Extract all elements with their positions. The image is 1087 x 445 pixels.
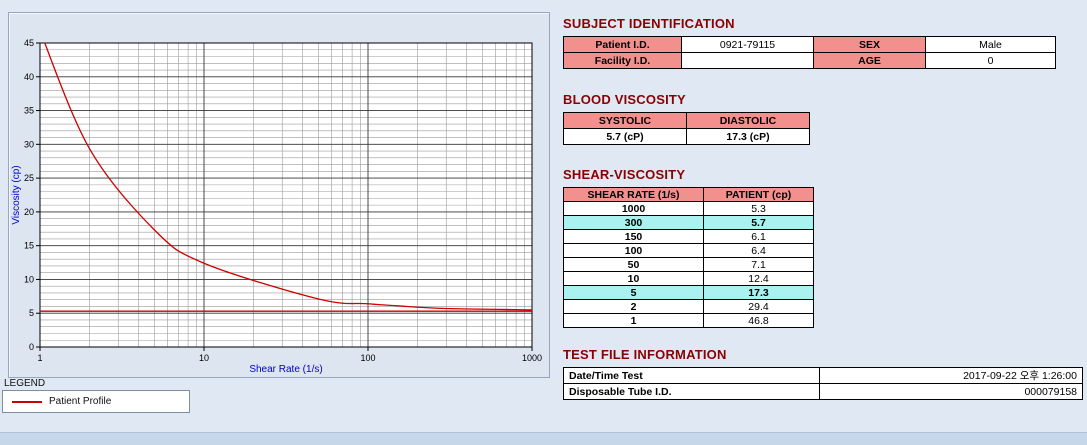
- table-header-row: SHEAR RATE (1/s) PATIENT (cp): [563, 187, 814, 202]
- table-row: Facility I.D. AGE 0: [563, 52, 1056, 69]
- shear-rate-cell: 1000: [563, 201, 704, 216]
- table-row: 2 29.4: [563, 299, 814, 314]
- shear-rate-cell: 300: [563, 215, 704, 230]
- diastolic-value: 17.3 (cP): [686, 128, 810, 145]
- shear-rate-cell: 2: [563, 299, 704, 314]
- patient-value-cell: 5.7: [703, 215, 814, 230]
- shear-rate-cell: 1: [563, 313, 704, 328]
- table-row: 100 6.4: [563, 243, 814, 258]
- svg-text:15: 15: [24, 241, 34, 251]
- patient-value-cell: 6.4: [703, 243, 814, 258]
- report-panel: SUBJECT IDENTIFICATION Patient I.D. 0921…: [563, 16, 1083, 400]
- svg-text:5: 5: [29, 308, 34, 318]
- svg-text:Viscosity (cp): Viscosity (cp): [11, 165, 22, 224]
- table-row: 5.7 (cP) 17.3 (cP): [563, 128, 810, 145]
- legend-box: Patient Profile: [2, 390, 190, 413]
- patient-value-cell: 12.4: [703, 271, 814, 286]
- table-row: SYSTOLIC DIASTOLIC: [563, 112, 810, 129]
- patient-value-cell: 5.3: [703, 201, 814, 216]
- svg-text:25: 25: [24, 173, 34, 183]
- table-row: Date/Time Test 2017-09-22 오후 1:26:00: [563, 367, 1083, 384]
- table-row: Patient I.D. 0921-79115 SEX Male: [563, 36, 1056, 53]
- patient-profile-line-sample: [12, 400, 42, 403]
- table-row: 1 46.8: [563, 313, 814, 328]
- patient-value-cell: 29.4: [703, 299, 814, 314]
- diastolic-header: DIASTOLIC: [686, 112, 810, 129]
- date-time-test-value: 2017-09-22 오후 1:26:00: [818, 367, 1083, 384]
- patient-value-cell: 7.1: [703, 257, 814, 272]
- shear-rate-header: SHEAR RATE (1/s): [563, 187, 704, 202]
- footer-bar: [0, 432, 1087, 445]
- blood-viscosity-table: SYSTOLIC DIASTOLIC 5.7 (cP) 17.3 (cP): [563, 112, 810, 145]
- svg-text:0: 0: [29, 342, 34, 352]
- subject-identification-title: SUBJECT IDENTIFICATION: [563, 16, 735, 31]
- viscosity-chart-panel: 0 5 10 15 20 25 30 35 40 45 1 10 100 1000 Shear Rate (…: [8, 12, 550, 378]
- patient-id-label: Patient I.D.: [563, 36, 682, 53]
- sex-value: Male: [925, 36, 1056, 53]
- facility-id-label: Facility I.D.: [563, 52, 682, 69]
- table-row: 300 5.7: [563, 215, 814, 230]
- table-row: Disposable Tube I.D. 000079158: [563, 383, 1083, 400]
- systolic-header: SYSTOLIC: [563, 112, 687, 129]
- viscosity-chart: 0 5 10 15 20 25 30 35 40 45 1 10 100 1000 Shear Rate (…: [11, 38, 542, 375]
- patient-value-cell: 17.3: [703, 285, 814, 300]
- svg-text:1: 1: [37, 353, 42, 363]
- shear-viscosity-table: SHEAR RATE (1/s) PATIENT (cp) 1000 5.3 3…: [563, 187, 814, 328]
- sex-label: SEX: [813, 36, 926, 53]
- svg-text:20: 20: [24, 207, 34, 217]
- shear-rate-cell: 50: [563, 257, 704, 272]
- svg-text:30: 30: [24, 139, 34, 149]
- shear-rate-cell: 100: [563, 243, 704, 258]
- date-time-test-label: Date/Time Test: [563, 367, 820, 384]
- shear-rate-cell: 150: [563, 229, 704, 244]
- shear-viscosity-title: SHEAR-VISCOSITY: [563, 167, 686, 182]
- table-row: 1000 5.3: [563, 201, 814, 216]
- svg-text:40: 40: [24, 72, 34, 82]
- table-row: 50 7.1: [563, 257, 814, 272]
- svg-text:45: 45: [24, 38, 34, 48]
- table-row: 5 17.3: [563, 285, 814, 300]
- subject-identification-table: Patient I.D. 0921-79115 SEX Male Facilit…: [563, 36, 1056, 69]
- age-label: AGE: [813, 52, 926, 69]
- shear-rate-cell: 5: [563, 285, 704, 300]
- patient-value-cell: 46.8: [703, 313, 814, 328]
- patient-value-cell: 6.1: [703, 229, 814, 244]
- shear-rate-cell: 10: [563, 271, 704, 286]
- patient-cp-header: PATIENT (cp): [703, 187, 814, 202]
- test-file-information-table: Date/Time Test 2017-09-22 오후 1:26:00 Dis…: [563, 367, 1083, 400]
- svg-text:10: 10: [199, 353, 209, 363]
- svg-text:10: 10: [24, 274, 34, 284]
- disposable-tube-id-label: Disposable Tube I.D.: [563, 383, 820, 400]
- facility-id-value: [681, 52, 814, 69]
- patient-id-value: 0921-79115: [681, 36, 814, 53]
- age-value: 0: [925, 52, 1056, 69]
- legend-block: LEGEND Patient Profile: [2, 378, 190, 413]
- blood-viscosity-title: BLOOD VISCOSITY: [563, 92, 686, 107]
- table-row: 150 6.1: [563, 229, 814, 244]
- svg-text:Shear Rate (1/s): Shear Rate (1/s): [249, 364, 322, 375]
- legend-item-label: Patient Profile: [49, 396, 112, 407]
- disposable-tube-id-value: 000079158: [818, 383, 1083, 400]
- legend-title: LEGEND: [4, 378, 46, 389]
- svg-text:100: 100: [360, 353, 375, 363]
- svg-text:1000: 1000: [522, 353, 542, 363]
- table-row: 10 12.4: [563, 271, 814, 286]
- svg-text:35: 35: [24, 106, 34, 116]
- test-file-information-title: TEST FILE INFORMATION: [563, 347, 727, 362]
- systolic-value: 5.7 (cP): [563, 128, 687, 145]
